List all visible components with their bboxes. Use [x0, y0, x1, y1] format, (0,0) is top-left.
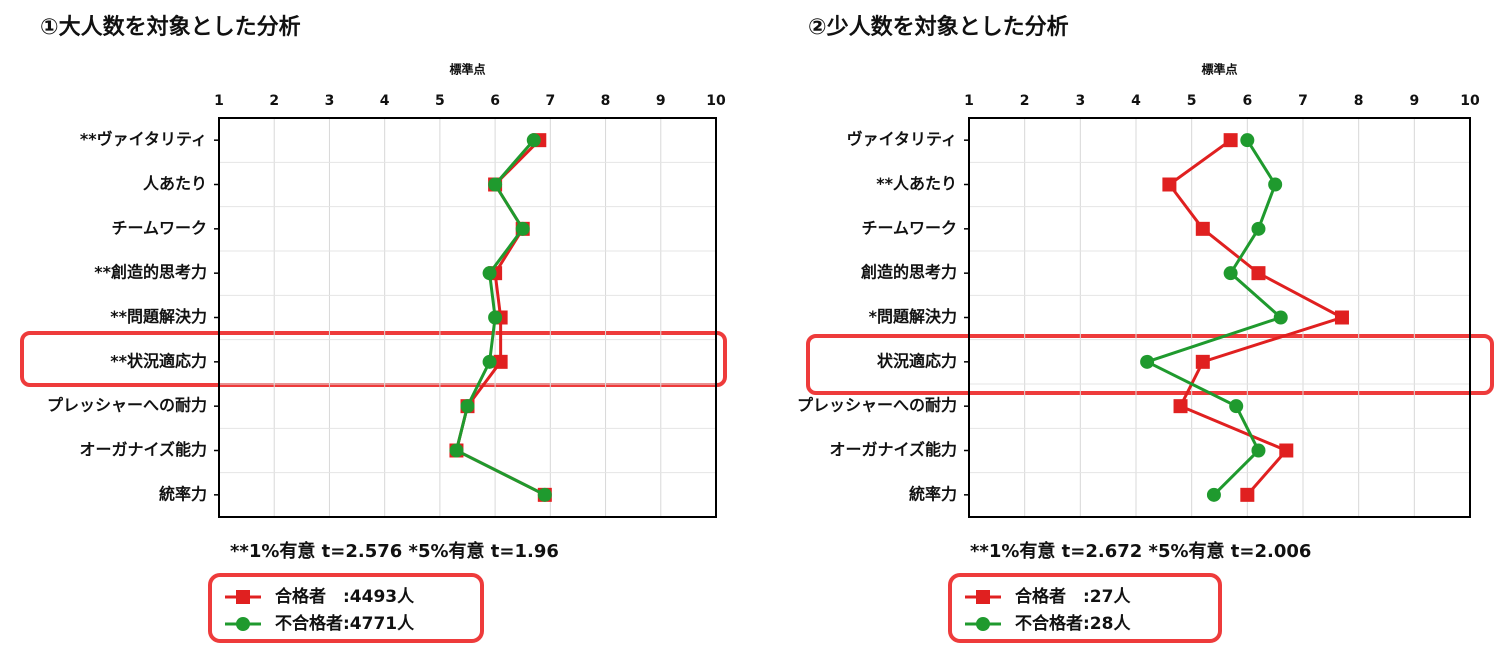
marker [449, 443, 464, 458]
y-tick-label: プレッシャーへの耐力 [47, 396, 207, 415]
marker [236, 617, 250, 631]
x-tick-label: 9 [656, 93, 666, 109]
x-tick-label: 8 [1354, 93, 1364, 109]
y-tick-label: **創造的思考力 [94, 263, 207, 282]
legend-label: 合格者 :27人 [1015, 586, 1131, 607]
x-axis-label: 標準点 [1201, 62, 1237, 77]
chart-title: ②少人数を対象とした分析 [808, 14, 1069, 40]
x-tick-label: 2 [1020, 93, 1030, 109]
marker [1268, 177, 1283, 192]
marker [1279, 443, 1294, 458]
y-tick-label: 状況適応力 [877, 351, 957, 370]
x-tick-label: 5 [435, 93, 445, 109]
marker [1240, 133, 1255, 148]
legend-box [208, 573, 484, 643]
marker [515, 221, 530, 236]
note: **1%有意 t=2.576 *5%有意 t=1.96 [230, 540, 559, 562]
marker [976, 590, 990, 604]
marker [488, 310, 503, 325]
marker [526, 133, 541, 148]
x-tick-label: 10 [1460, 93, 1480, 109]
x-tick-label: 7 [545, 93, 555, 109]
y-tick-label: チームワーク [861, 218, 957, 237]
marker [1251, 443, 1266, 458]
y-tick-label: **問題解決力 [110, 307, 207, 326]
legend-label: 不合格者:28人 [1015, 613, 1131, 634]
marker [1229, 399, 1244, 414]
legend-box [948, 573, 1222, 643]
y-tick-label: 人あたり [143, 174, 207, 193]
note: **1%有意 t=2.672 *5%有意 t=2.006 [970, 540, 1311, 562]
y-tick-label: 創造的思考力 [860, 263, 957, 282]
y-tick-label: *問題解決力 [869, 307, 957, 326]
marker [482, 354, 497, 369]
y-tick-label: 統率力 [159, 484, 207, 503]
marker [976, 617, 990, 631]
x-tick-label: 3 [325, 93, 335, 109]
marker [1195, 221, 1210, 236]
y-tick-label: オーガナイズ能力 [79, 440, 207, 459]
y-tick-label: プレッシャーへの耐力 [797, 396, 957, 415]
y-tick-label: **人あたり [876, 174, 957, 193]
y-tick-label: **ヴァイタリティ [80, 130, 207, 149]
y-tick-label: **状況適応力 [110, 351, 207, 370]
x-tick-label: 2 [269, 93, 279, 109]
marker [460, 399, 475, 414]
x-tick-label: 6 [1242, 93, 1252, 109]
legend-label: 合格者 :4493人 [275, 586, 415, 607]
x-tick-label: 4 [1131, 93, 1141, 109]
y-tick-label: チームワーク [111, 218, 207, 237]
plot-frame [968, 117, 1471, 518]
highlight-box [20, 331, 727, 387]
plot-frame [218, 117, 717, 518]
marker [1273, 310, 1288, 325]
marker [1173, 399, 1188, 414]
marker [1206, 487, 1221, 502]
x-tick-label: 1 [214, 93, 224, 109]
marker [1195, 354, 1210, 369]
series-line [1143, 139, 1284, 496]
chart-title: ①大人数を対象とした分析 [40, 14, 301, 40]
marker [1251, 266, 1266, 281]
x-tick-label: 4 [380, 93, 390, 109]
x-tick-label: 3 [1075, 93, 1085, 109]
marker [537, 487, 552, 502]
marker [493, 354, 508, 369]
x-tick-label: 7 [1298, 93, 1308, 109]
y-tick-label: ヴァイタリティ [847, 130, 957, 149]
marker [1251, 221, 1266, 236]
y-tick-label: 統率力 [909, 484, 957, 503]
marker [482, 266, 497, 281]
highlight-box [806, 334, 1494, 395]
x-tick-label: 6 [490, 93, 500, 109]
x-tick-label: 10 [706, 93, 726, 109]
x-tick-label: 1 [964, 93, 974, 109]
marker [1223, 133, 1238, 148]
x-tick-label: 5 [1187, 93, 1197, 109]
marker [488, 177, 503, 192]
x-tick-label: 9 [1409, 93, 1419, 109]
marker [1334, 310, 1349, 325]
marker [1162, 177, 1177, 192]
marker [1223, 266, 1238, 281]
x-tick-label: 8 [601, 93, 611, 109]
marker [1240, 487, 1255, 502]
marker [236, 590, 250, 604]
y-tick-label: オーガナイズ能力 [829, 440, 957, 459]
legend-label: 不合格者:4771人 [275, 613, 415, 634]
x-axis-label: 標準点 [449, 62, 485, 77]
marker [1140, 354, 1155, 369]
